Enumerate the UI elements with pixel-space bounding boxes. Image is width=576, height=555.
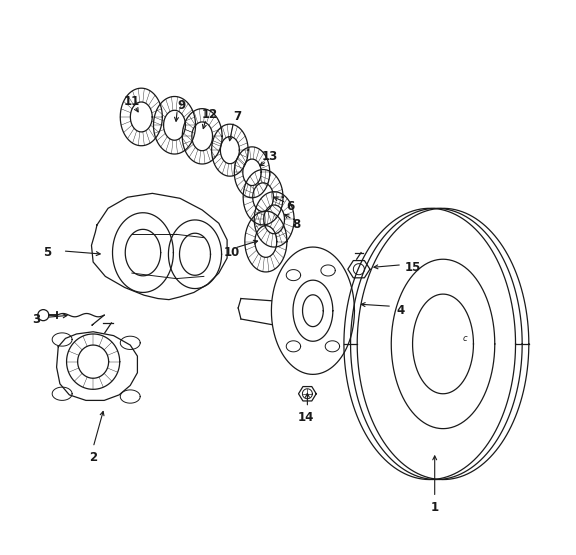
- Text: 2: 2: [89, 451, 97, 464]
- Text: 10: 10: [223, 246, 240, 259]
- Text: 9: 9: [177, 99, 185, 112]
- Text: 11: 11: [124, 95, 140, 108]
- Text: 3: 3: [32, 312, 40, 326]
- Text: 14: 14: [298, 411, 314, 423]
- Text: 1: 1: [431, 501, 439, 514]
- Text: 4: 4: [396, 304, 404, 317]
- Text: 15: 15: [404, 261, 420, 274]
- Text: 6: 6: [287, 200, 295, 213]
- Text: 12: 12: [201, 108, 218, 120]
- Text: 5: 5: [43, 246, 52, 259]
- Text: 13: 13: [262, 150, 278, 163]
- Text: c: c: [463, 334, 468, 343]
- Text: 7: 7: [233, 110, 241, 123]
- Text: 8: 8: [293, 218, 301, 231]
